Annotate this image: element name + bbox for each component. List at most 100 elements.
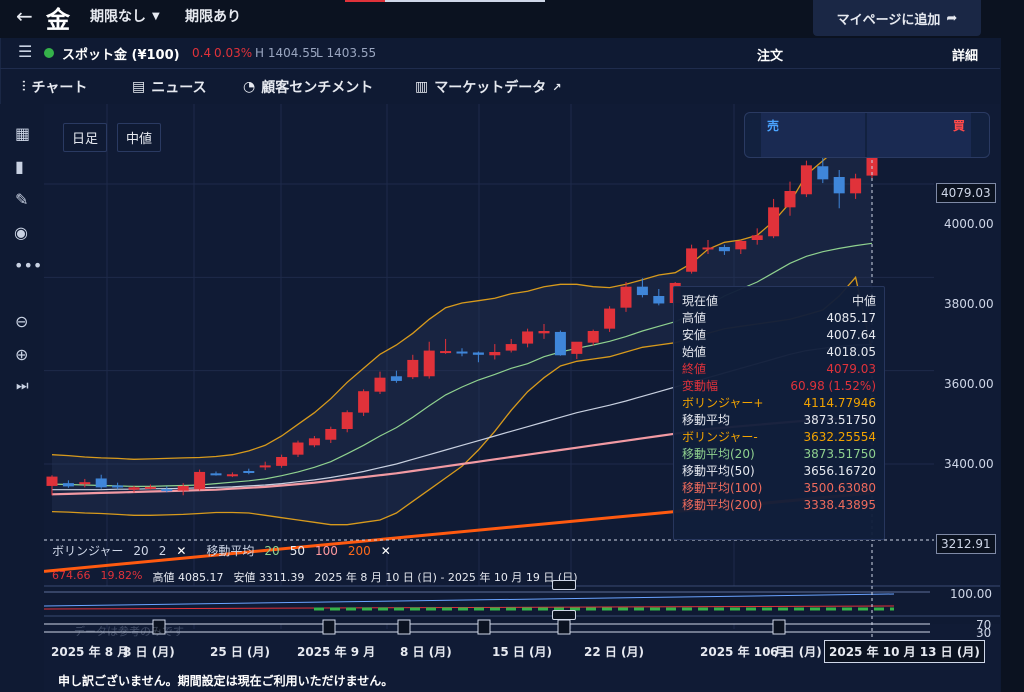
candle-body: [276, 457, 288, 466]
sell-label: 売: [767, 119, 780, 133]
price-type-selector[interactable]: 中値: [117, 123, 162, 152]
more-icon[interactable]: •••: [14, 256, 43, 275]
indicator-marker: [477, 619, 491, 635]
candle-body: [325, 429, 337, 440]
lower-level-30: 30: [976, 626, 992, 640]
tooltip-value: 4085.17: [826, 311, 876, 325]
tab-chart[interactable]: ⫶ チャート: [13, 77, 96, 107]
moving-average-label: 移動平均: [206, 544, 255, 558]
tab-sentiment[interactable]: ◔ 顧客センチメント: [243, 77, 373, 97]
tooltip-label: 終値: [682, 362, 707, 376]
close-bollinger-icon[interactable]: ✕: [176, 543, 187, 558]
candle-body: [784, 191, 796, 208]
clipboard-icon: ▥: [415, 79, 429, 95]
news-icon: ▤: [132, 79, 146, 95]
bollinger-upper-line: [51, 129, 873, 460]
tooltip-value: 3873.51750: [803, 413, 876, 427]
candle-body: [817, 166, 829, 180]
x-tick-oct6: 6 日 (月): [770, 645, 822, 659]
period-range-pct: 19.82%: [100, 569, 143, 582]
x-tick-aug25: 25 日 (月): [210, 645, 271, 659]
chart-area[interactable]: 日足 中値 売 買 4079.03 4000.00 3800.00 3600.0…: [44, 104, 1000, 692]
menu-icon[interactable]: ☰: [18, 42, 33, 61]
candle-body: [735, 240, 747, 250]
candle-body: [571, 341, 583, 354]
candle-body: [358, 391, 370, 413]
zoom-in-icon[interactable]: ⊕: [15, 345, 29, 364]
bar-chart-icon[interactable]: ▮: [15, 157, 24, 176]
bollinger-band-fill: [52, 130, 872, 525]
top-bar: ← 金 期限なし ▼ 期限あり マイページに追加 ➦: [0, 0, 1024, 38]
order-button[interactable]: 注文: [757, 49, 784, 64]
tooltip-value: 3338.43895: [803, 498, 876, 512]
tooltip-row: 現在値 中値: [674, 293, 884, 310]
filter-no-expiry[interactable]: 期限なし ▼: [90, 6, 160, 26]
timeframe-selector[interactable]: 日足: [63, 123, 108, 152]
chevron-down-icon: ▼: [152, 10, 160, 22]
candle-body: [62, 483, 74, 487]
price-level-3400: 3400.00: [944, 457, 994, 471]
buy-button[interactable]: 買: [867, 113, 971, 157]
candle-body: [505, 344, 517, 351]
indicator-divider-handle[interactable]: [552, 580, 576, 590]
add-to-mypage-button[interactable]: マイページに追加 ➦: [813, 0, 981, 36]
period-high: 高値 4085.17: [152, 571, 224, 584]
eye-icon[interactable]: ◉: [14, 223, 28, 242]
current-price-label: 4079.03: [936, 183, 996, 203]
candle-body: [374, 377, 386, 392]
red-accent-bar: [345, 0, 385, 2]
ma-param-50: 50: [289, 543, 305, 558]
crosshair-price-label: 3212.91: [936, 534, 996, 554]
filter-no-expiry-label: 期限なし: [90, 9, 146, 25]
candle-body: [292, 442, 304, 455]
indicator-divider-handle-2[interactable]: [552, 610, 576, 620]
candle-body: [46, 476, 58, 486]
calculator-icon[interactable]: ▦: [15, 124, 31, 143]
sell-button[interactable]: 売: [761, 113, 865, 157]
x-tick-sep22: 22 日 (月): [584, 645, 645, 659]
x-tick-sep15: 15 日 (月): [492, 645, 553, 659]
candle-body: [768, 207, 780, 237]
tooltip-label: ボリンジャー-: [682, 430, 758, 444]
candle-body: [144, 486, 156, 489]
period-stats: 674.66 19.82% 高値 4085.17 安値 3311.39 2025…: [52, 569, 578, 585]
close-ma-icon[interactable]: ✕: [380, 543, 391, 558]
candle-body: [95, 478, 107, 488]
price-chart[interactable]: [44, 104, 1000, 692]
play-latest-icon[interactable]: ⏭: [16, 378, 29, 394]
period-dates: 2025 年 8 月 10 日 (日) - 2025 年 10 月 19 日 (…: [314, 571, 578, 584]
tooltip-label: 始値: [682, 345, 707, 359]
tooltip-value: 4114.77946: [803, 396, 876, 410]
tab-market-data[interactable]: ▥ マーケットデータ ↗: [415, 77, 561, 97]
tooltip-label: 移動平均: [682, 413, 731, 427]
detail-button[interactable]: 詳細: [952, 49, 979, 64]
candle-body: [604, 308, 616, 329]
candle-body: [259, 465, 271, 468]
candle-body: [489, 352, 501, 356]
instrument-name: スポット金 (¥100): [62, 48, 180, 63]
candle-chart-icon: ⫶: [22, 79, 26, 95]
pencil-icon[interactable]: ✎: [15, 190, 29, 209]
candle-body: [423, 350, 435, 377]
period-low: 安値 3311.39: [233, 571, 305, 584]
filter-with-expiry[interactable]: 期限あり: [185, 9, 241, 25]
candle-body: [636, 286, 648, 296]
tooltip-label: 移動平均(100): [682, 481, 763, 495]
price-level-3600: 3600.00: [944, 377, 994, 391]
instrument-high: H 1404.55: [255, 46, 318, 60]
ma-param-20: 20: [264, 543, 280, 558]
candle-body: [456, 351, 468, 354]
faded-disclaimer: データは参考のみです: [74, 625, 184, 638]
tab-news[interactable]: ▤ ニュース: [132, 77, 207, 97]
bollinger-param-period: 20: [133, 543, 149, 558]
tooltip-row: 移動平均(50) 3656.16720: [674, 463, 884, 480]
zoom-out-icon[interactable]: ⊖: [15, 312, 29, 331]
instrument-low: L 1403.55: [316, 46, 377, 60]
candle-body: [472, 352, 484, 355]
buy-label: 買: [952, 119, 965, 133]
tooltip-value: 3873.51750: [803, 447, 876, 461]
buy-sell-panel[interactable]: 売 買: [744, 112, 990, 158]
x-tick-sep: 2025 年 9 月: [297, 645, 376, 659]
candle-body: [751, 235, 763, 240]
back-icon[interactable]: ←: [16, 4, 33, 28]
